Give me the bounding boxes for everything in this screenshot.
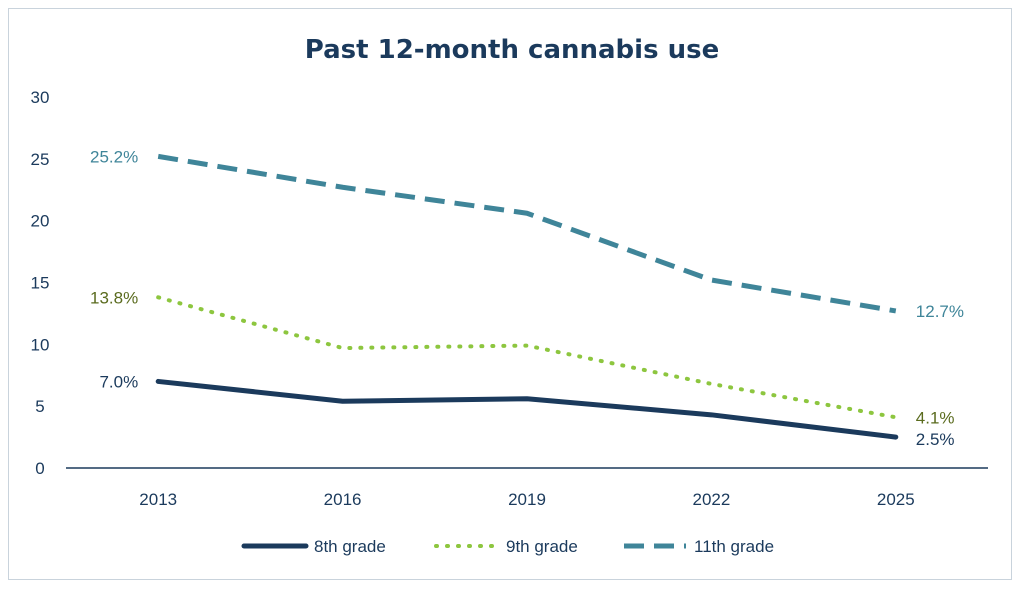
legend: 8th grade 9th grade 11th grade — [241, 537, 774, 556]
data-label-first: 7.0% — [99, 372, 138, 391]
x-tick-label: 2025 — [877, 490, 915, 509]
data-label-last: 12.7% — [916, 302, 964, 321]
data-label-last: 2.5% — [916, 430, 955, 449]
legend-label: 8th grade — [314, 537, 386, 556]
x-tick-label: 2022 — [692, 490, 730, 509]
y-tick-label: 10 — [31, 335, 50, 354]
x-tick-label: 2016 — [324, 490, 362, 509]
y-axis: 0 5 10 15 20 25 30 — [31, 88, 50, 478]
y-tick-label: 5 — [35, 397, 44, 416]
series-line-11th-grade — [157, 153, 897, 314]
chart-frame — [8, 8, 1012, 580]
data-labels: 7.0% 2.5% 13.8% 4.1% 25.2% 12.7% — [90, 147, 964, 449]
y-tick-label: 0 — [35, 459, 44, 478]
chart-title: Past 12-month cannabis use — [305, 35, 719, 65]
data-label-first: 13.8% — [90, 288, 138, 307]
series-line-9th-grade — [156, 295, 898, 420]
series-lines — [155, 153, 899, 440]
x-tick-label: 2019 — [508, 490, 546, 509]
x-tick-label: 2013 — [139, 490, 177, 509]
y-tick-label: 25 — [31, 150, 50, 169]
x-axis: 2013 2016 2019 2022 2025 — [139, 490, 914, 509]
y-tick-label: 20 — [31, 212, 50, 231]
data-label-last: 4.1% — [916, 408, 955, 427]
series-line-8th-grade — [155, 378, 899, 440]
legend-label: 9th grade — [506, 537, 578, 556]
y-tick-label: 15 — [31, 274, 50, 293]
data-label-first: 25.2% — [90, 147, 138, 166]
y-tick-label: 30 — [31, 88, 50, 107]
legend-label: 11th grade — [694, 537, 774, 556]
